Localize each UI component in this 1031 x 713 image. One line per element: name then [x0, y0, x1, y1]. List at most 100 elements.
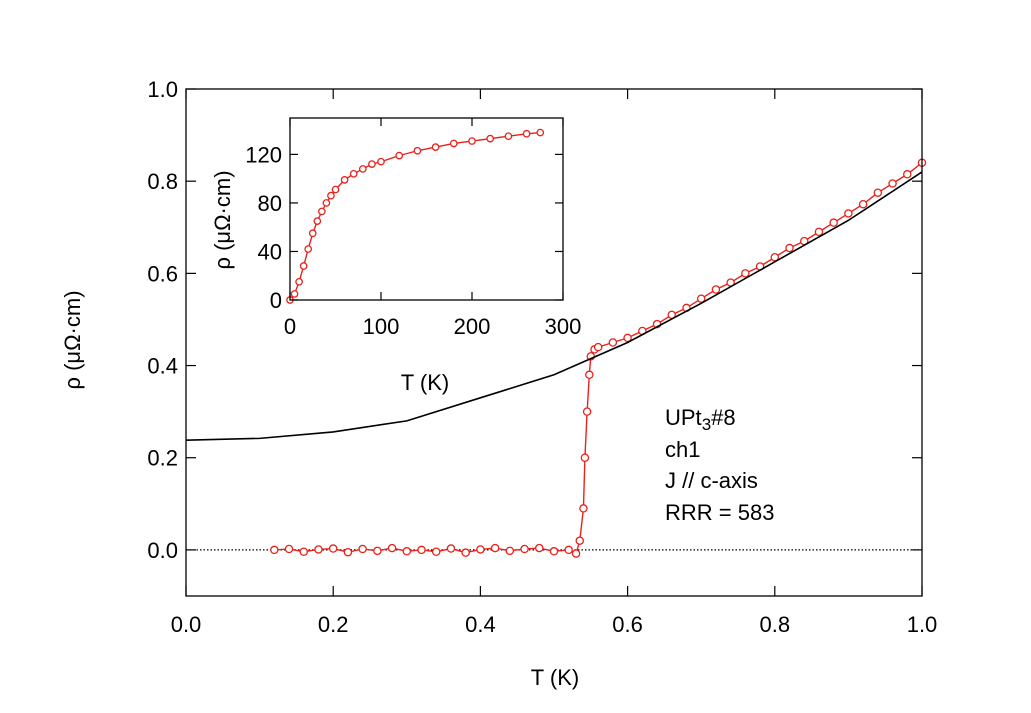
annotation-channel: ch1	[665, 437, 700, 462]
main-fit-line	[185, 171, 923, 442]
main-data-point	[431, 547, 441, 557]
main-data-point	[417, 545, 426, 555]
main-data-point	[858, 199, 868, 209]
main-x-tick-label: 0.0	[171, 612, 202, 637]
main-data-point	[520, 544, 529, 554]
main-x-tick-label: 0.2	[318, 612, 349, 637]
main-data-point	[446, 544, 456, 553]
main-data-point	[814, 227, 824, 237]
main-data-point	[785, 243, 794, 253]
inset-data-point	[304, 245, 313, 253]
inset-data-point	[395, 151, 404, 160]
main-data-point	[270, 545, 279, 555]
main-y-tick-label: 0.4	[147, 354, 178, 379]
main-x-axis-label: T (K)	[531, 665, 579, 690]
inset-x-tick-label: 300	[545, 314, 582, 339]
annotation-sample-prefix: UPt	[665, 405, 702, 430]
main-data-point	[549, 547, 559, 556]
inset-y-tick-label: 120	[245, 142, 282, 167]
main-data-point	[829, 218, 838, 227]
main-data-point	[844, 209, 853, 218]
main-data-point	[387, 543, 397, 553]
annotation-rrr: RRR = 583	[665, 500, 774, 525]
main-y-tick-label: 0.6	[147, 261, 178, 286]
main-y-tick-label: 0.8	[147, 169, 178, 194]
inset-x-tick-label: 200	[454, 314, 491, 339]
main-data-point	[873, 188, 883, 197]
main-data-point	[579, 504, 588, 513]
main-data-point	[585, 370, 594, 380]
main-data-point	[373, 546, 382, 556]
main-data-point	[711, 285, 721, 294]
inset-background	[290, 118, 563, 300]
main-data-point	[571, 549, 581, 558]
inset-data-point	[431, 143, 440, 151]
main-data-point	[593, 342, 603, 352]
inset-data-point	[299, 262, 308, 270]
main-x-tick-label: 1.0	[907, 612, 938, 637]
annotation-sample: UPt3#8	[665, 405, 736, 434]
main-plot: 0.0 0.2 0.4 0.6 0.8 1.0 0.0 0.2 0.4 0.6 0.8 1.0	[147, 77, 937, 637]
inset-data-point	[340, 176, 349, 184]
main-data-point	[888, 179, 897, 188]
inset-x-axis-label: T (K)	[401, 370, 449, 395]
main-frame	[185, 88, 923, 597]
inset-data-point	[295, 277, 303, 286]
main-data-point	[476, 545, 485, 554]
annotation-sample-suffix: #8	[711, 405, 735, 430]
main-x-tick-label: 0.4	[465, 612, 496, 637]
main-data-point	[741, 269, 750, 278]
main-data-point	[461, 548, 470, 557]
main-y-tick-label: 0.2	[147, 446, 178, 471]
main-data-point	[582, 407, 592, 416]
main-data-point	[580, 453, 590, 462]
main-x-tick-label: 0.6	[612, 612, 643, 637]
main-y-tick-label: 0.0	[147, 538, 178, 563]
main-data-point	[564, 545, 573, 555]
main-data-point	[284, 544, 294, 554]
inset-data-point	[413, 146, 422, 155]
inset-data-point	[358, 165, 367, 173]
inset-y-tick-label: 80	[258, 191, 282, 216]
inset-data-point	[349, 169, 358, 178]
main-data-point	[575, 536, 585, 545]
main-data-point	[770, 252, 780, 262]
inset-data-point	[536, 128, 545, 137]
main-data-line	[274, 162, 923, 555]
main-data-point	[402, 547, 412, 556]
inset-data-point	[368, 160, 376, 168]
inset-data-point	[290, 290, 299, 298]
main-data-point	[490, 543, 500, 553]
main-data-point	[299, 547, 309, 557]
annotation-sample-subscript: 3	[702, 415, 711, 434]
main-y-tick-label: 1.0	[147, 77, 178, 102]
main-data-point	[314, 545, 323, 554]
inset-plot: 0 100 200 300 0 40 80 120	[245, 117, 582, 339]
inset-x-tick-label: 0	[284, 314, 296, 339]
main-x-tick-label: 0.8	[760, 612, 791, 637]
inset-y-tick-label: 0	[270, 288, 282, 313]
annotation-current-direction: J // c-axis	[665, 468, 758, 493]
inset-data-point	[449, 139, 458, 148]
inset-data-point	[308, 229, 317, 238]
main-data-point	[903, 170, 912, 179]
inset-frame	[289, 117, 564, 301]
main-data-point	[328, 544, 338, 553]
inset-data-point	[468, 137, 476, 145]
inset-x-tick-label: 100	[363, 314, 400, 339]
main-data-point	[535, 543, 544, 553]
main-y-axis-label: ρ (μΩ·cm)	[60, 290, 85, 389]
inset-data-point	[327, 191, 335, 200]
inset-data-point	[313, 217, 322, 225]
inset-data-point	[522, 129, 531, 138]
inset-data-point	[486, 134, 495, 143]
main-data-point	[623, 333, 632, 343]
inset-y-tick-label: 40	[258, 239, 282, 264]
main-data-point	[358, 544, 367, 554]
main-data-point	[505, 546, 515, 556]
inset-data-point	[322, 199, 331, 207]
inset-y-axis-label: ρ (μΩ·cm)	[210, 170, 235, 269]
main-data-point	[608, 338, 618, 347]
inset-data-point	[331, 185, 340, 194]
